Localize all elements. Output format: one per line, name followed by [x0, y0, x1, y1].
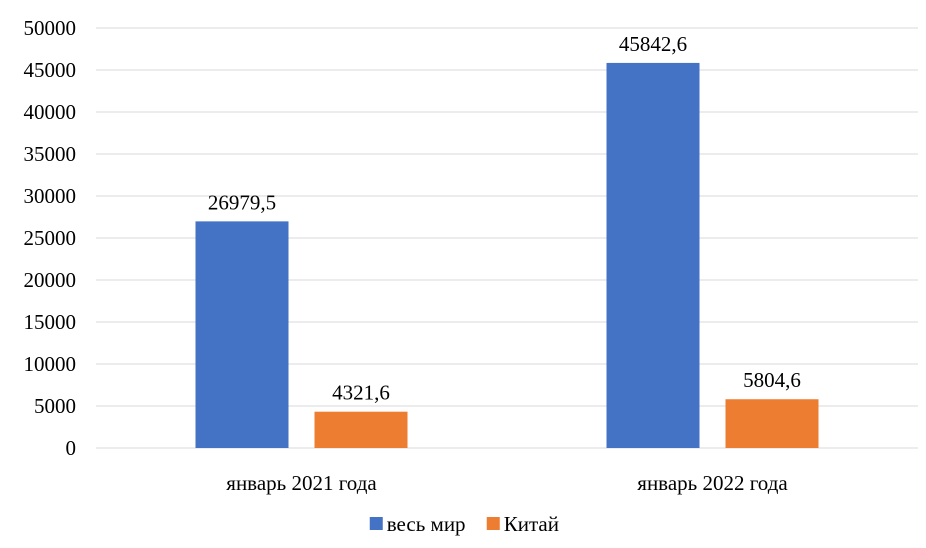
y-tick-label: 0: [66, 436, 77, 460]
y-tick-label: 35000: [24, 142, 77, 166]
bar: [606, 62, 700, 449]
bar: [725, 399, 819, 448]
legend-swatch: [369, 517, 383, 530]
x-tick-label: январь 2022 года: [637, 471, 788, 495]
y-tick-label: 40000: [24, 100, 77, 124]
legend: весь мир Китай: [369, 512, 559, 536]
y-tick-label: 45000: [24, 58, 77, 82]
legend-item: весь мир: [369, 512, 466, 536]
data-label: 5804,6: [743, 368, 801, 392]
x-axis-tick-labels: январь 2021 года январь 2022 года: [226, 471, 788, 495]
y-tick-label: 50000: [24, 16, 77, 40]
y-tick-label: 25000: [24, 226, 77, 250]
x-tick-label: январь 2021 года: [226, 471, 377, 495]
legend-item: Китай: [486, 512, 559, 536]
data-label: 45842,6: [619, 32, 687, 56]
legend-label: Китай: [504, 512, 559, 536]
bar: [195, 221, 289, 448]
data-labels: 26979,5 4321,6 45842,6 5804,6: [208, 32, 801, 405]
data-label: 4321,6: [332, 381, 390, 405]
y-axis-tick-labels: 0 5000 10000 15000 20000 25000 30000 35000 40000…: [24, 16, 77, 460]
y-tick-label: 15000: [24, 310, 77, 334]
legend-swatch: [486, 517, 500, 530]
legend-label: весь мир: [387, 512, 466, 536]
bars: [195, 62, 819, 449]
data-label: 26979,5: [208, 190, 276, 214]
y-tick-label: 20000: [24, 268, 77, 292]
y-tick-label: 5000: [34, 394, 76, 418]
bar: [314, 411, 408, 448]
y-tick-label: 30000: [24, 184, 77, 208]
y-tick-label: 10000: [24, 352, 77, 376]
